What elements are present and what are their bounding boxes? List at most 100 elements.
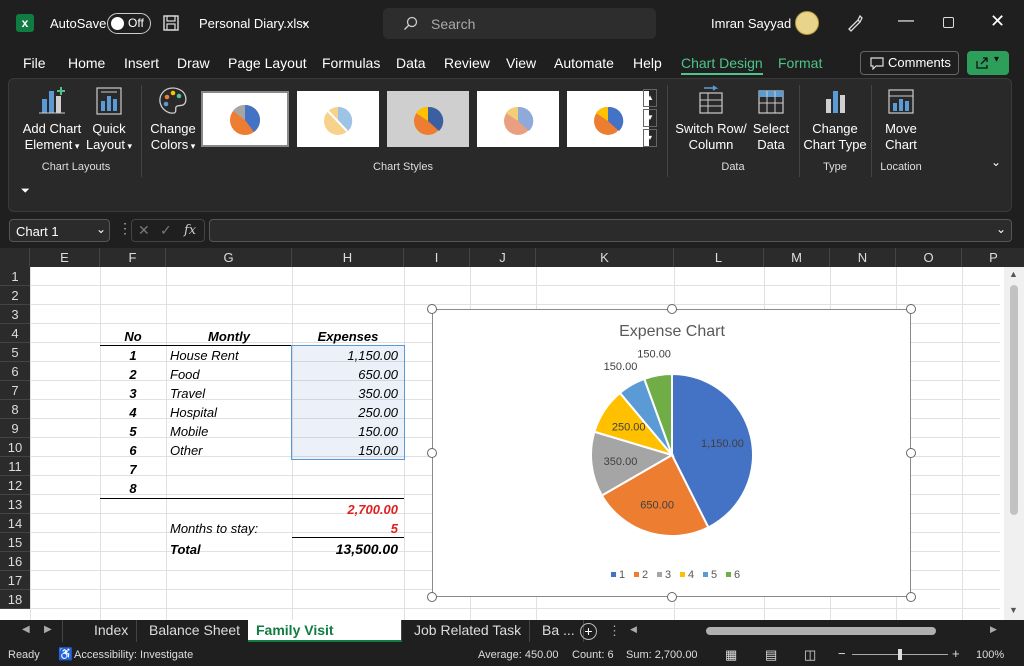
legend-entry[interactable]: 6 — [734, 569, 740, 581]
column-header[interactable]: P — [962, 248, 1024, 267]
pie-slice-6[interactable] — [643, 372, 673, 456]
scroll-down-icon[interactable]: ▼ — [1009, 605, 1018, 615]
scroll-up-icon[interactable]: ▲ — [1009, 269, 1018, 279]
status-count[interactable]: Count: 6 — [572, 649, 614, 661]
share-button[interactable]: ▾ — [967, 51, 1009, 75]
chart-title[interactable]: Expense Chart — [619, 323, 725, 340]
chevron-down-icon[interactable]: ⌄ — [996, 222, 1007, 236]
pie-data-label[interactable]: 350.00 — [604, 456, 638, 468]
header-monthly[interactable]: Montly — [208, 329, 250, 344]
table-cell-amount[interactable]: 150.00 — [358, 424, 398, 439]
pie-slice-3[interactable] — [590, 430, 675, 497]
pen-icon[interactable] — [846, 14, 864, 32]
resize-handle[interactable] — [906, 304, 916, 314]
avatar[interactable] — [795, 11, 819, 35]
menu-data[interactable]: Data — [396, 55, 426, 71]
table-cell-item[interactable]: Food — [170, 367, 200, 382]
minimize-icon[interactable]: — — [898, 12, 914, 29]
chevron-down-icon[interactable]: ⌄ — [300, 14, 311, 28]
table-cell-no[interactable]: 2 — [129, 367, 137, 382]
comments-button[interactable]: Comments — [860, 51, 959, 75]
quick-layout-button[interactable]: Quick Layout ▾ — [85, 85, 133, 154]
resize-handle[interactable] — [427, 304, 437, 314]
gallery-down-icon[interactable]: ▼ — [643, 109, 657, 127]
ribbon-collapse-icon[interactable]: ⌄ — [991, 155, 1002, 169]
header-no[interactable]: No — [124, 329, 142, 344]
legend-entry[interactable]: 3 — [665, 569, 671, 581]
vertical-scroll-thumb[interactable] — [1010, 285, 1018, 515]
menu-formulas[interactable]: Formulas — [322, 55, 381, 71]
horizontal-scrollbar[interactable]: ◀ ▶ — [626, 623, 1006, 639]
table-cell-item[interactable] — [170, 479, 290, 498]
menu-format[interactable]: Format — [778, 55, 823, 71]
tab-next-icon[interactable]: ▶ — [44, 624, 52, 635]
row-header[interactable]: 4 — [0, 324, 30, 343]
table-cell-no[interactable]: 3 — [129, 386, 137, 401]
table-cell-no[interactable]: 4 — [129, 405, 137, 420]
zoom-slider[interactable] — [852, 649, 948, 660]
user-name[interactable]: Imran Sayyad — [711, 16, 792, 31]
chart-style-1[interactable] — [201, 91, 289, 147]
row-header[interactable]: 14 — [0, 514, 30, 533]
table-cell-amount[interactable]: 1,150.00 — [347, 348, 398, 363]
pie-data-label[interactable]: 650.00 — [640, 500, 674, 512]
resize-handle[interactable] — [666, 304, 677, 314]
table-cell-no[interactable]: 6 — [129, 443, 137, 458]
menu-page-layout[interactable]: Page Layout — [228, 55, 307, 71]
move-chart-button[interactable]: Move Chart — [875, 85, 927, 153]
expense-pie-chart[interactable]: Expense Chart 1,150.00 650.00 350.00 250.00… — [433, 310, 912, 598]
tab-family-visit-expenses[interactable]: Family Visit Expenses — [248, 620, 402, 658]
horizontal-scroll-thumb[interactable] — [706, 627, 936, 635]
column-header[interactable]: G — [166, 248, 292, 267]
column-header[interactable]: F — [100, 248, 166, 267]
hscroll-left-icon[interactable]: ◀ — [630, 624, 637, 634]
save-icon[interactable] — [162, 14, 180, 32]
row-header[interactable]: 9 — [0, 419, 30, 438]
gallery-more-icon[interactable]: ▾ — [643, 129, 657, 147]
menu-view[interactable]: View — [506, 55, 537, 71]
total-label[interactable]: Total — [170, 542, 201, 557]
table-cell-amount[interactable] — [292, 460, 398, 479]
name-box[interactable]: Chart 1 ⌄ — [9, 219, 110, 242]
table-cell-item[interactable] — [170, 460, 290, 479]
pie-slice-2[interactable] — [600, 453, 710, 537]
resize-handle[interactable] — [427, 592, 437, 602]
column-header[interactable]: I — [404, 248, 470, 267]
table-cell-no[interactable]: 5 — [129, 424, 137, 439]
column-header[interactable]: O — [896, 248, 962, 267]
menu-draw[interactable]: Draw — [177, 55, 210, 71]
zoom-in-icon[interactable]: + — [952, 646, 960, 661]
normal-view-icon[interactable]: ▦ — [725, 647, 738, 662]
row-header[interactable]: 7 — [0, 381, 30, 400]
table-cell-no[interactable]: 7 — [129, 462, 137, 477]
header-expenses[interactable]: Expenses — [317, 329, 379, 344]
row-header[interactable]: 13 — [0, 495, 30, 514]
row-header[interactable]: 2 — [0, 286, 30, 305]
zoom-level[interactable]: 100% — [976, 649, 1005, 661]
chart-style-5[interactable] — [567, 91, 649, 147]
row-header[interactable]: 8 — [0, 400, 30, 419]
menu-chart-design[interactable]: Chart Design — [681, 55, 763, 75]
table-cell-item[interactable]: Hospital — [170, 405, 217, 420]
more-sheets-icon[interactable]: ⋮ — [608, 623, 621, 638]
cancel-icon[interactable]: ✕ — [138, 222, 150, 238]
legend-entry[interactable]: 2 — [642, 569, 648, 581]
column-header[interactable]: E — [30, 248, 100, 267]
resize-handle[interactable] — [666, 592, 677, 602]
menu-file[interactable]: File — [23, 55, 46, 71]
table-cell-item[interactable]: Mobile — [170, 424, 209, 439]
tab-overflow[interactable]: Ba ... — [534, 620, 584, 642]
table-cell-amount[interactable] — [292, 479, 398, 498]
accessibility-icon[interactable]: ♿ — [58, 647, 73, 661]
row-header[interactable]: 12 — [0, 476, 30, 495]
resize-handle[interactable] — [906, 448, 916, 458]
pie-data-label[interactable]: 250.00 — [612, 422, 646, 434]
zoom-out-icon[interactable]: − — [838, 646, 846, 661]
menu-home[interactable]: Home — [68, 55, 106, 71]
column-header[interactable]: J — [470, 248, 536, 267]
status-accessibility[interactable]: Accessibility: Investigate — [74, 649, 194, 661]
row-header[interactable]: 18 — [0, 590, 30, 609]
select-all-corner[interactable] — [0, 248, 30, 267]
row-header[interactable]: 3 — [0, 305, 30, 324]
